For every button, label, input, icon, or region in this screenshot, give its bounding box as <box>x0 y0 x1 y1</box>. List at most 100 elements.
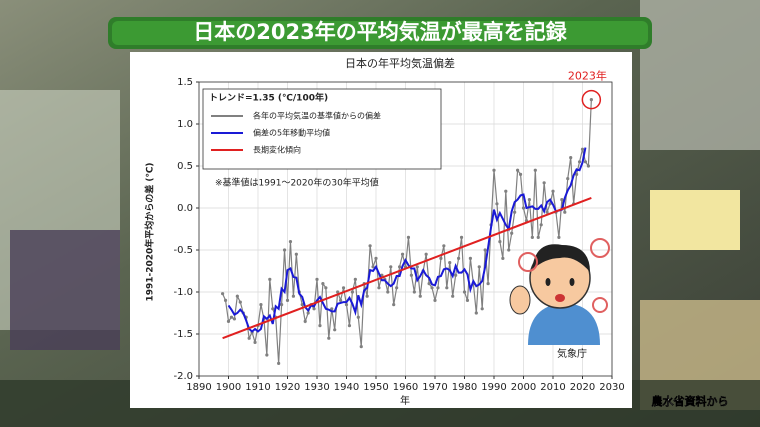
x-tick-label: 1930 <box>304 382 329 393</box>
data-point <box>392 303 396 307</box>
data-point <box>468 256 472 260</box>
data-point <box>365 294 369 298</box>
data-point <box>333 328 337 332</box>
legend-label: 偏差の5年移動平均値 <box>253 128 330 138</box>
data-point <box>324 286 328 290</box>
x-tick-label: 2000 <box>511 382 536 393</box>
data-point <box>330 307 334 311</box>
y-tick-label: 1.5 <box>177 77 193 88</box>
data-point <box>356 315 360 319</box>
data-point <box>459 235 464 239</box>
x-tick-label: 1960 <box>393 382 418 393</box>
data-point <box>465 298 470 302</box>
data-point <box>350 290 354 294</box>
data-point <box>268 277 272 281</box>
data-point <box>371 265 375 269</box>
data-point <box>409 273 413 277</box>
data-point <box>221 292 225 296</box>
data-point <box>300 303 304 307</box>
data-point <box>321 282 325 286</box>
data-point <box>398 265 402 269</box>
data-point <box>238 300 242 304</box>
data-point <box>288 240 293 244</box>
data-point <box>395 286 399 290</box>
data-point <box>580 147 585 151</box>
data-point <box>377 286 381 290</box>
data-point <box>448 261 452 265</box>
data-point <box>516 168 520 172</box>
data-point <box>548 202 552 206</box>
data-point <box>566 177 570 181</box>
data-point <box>306 311 310 315</box>
data-point <box>477 265 481 269</box>
data-point <box>285 298 290 302</box>
y-tick-label: 1.0 <box>177 119 193 130</box>
data-point <box>551 189 555 193</box>
data-point <box>492 168 496 172</box>
data-point <box>359 345 363 349</box>
data-point <box>527 198 532 202</box>
data-point <box>271 307 275 311</box>
data-point <box>386 290 390 294</box>
data-point <box>336 290 340 294</box>
x-tick-label: 1920 <box>275 382 300 393</box>
data-point <box>280 303 284 307</box>
data-point <box>412 290 416 294</box>
data-point <box>315 277 319 281</box>
data-point <box>577 160 582 164</box>
data-point <box>560 198 564 202</box>
y-tick-label: 0.0 <box>177 203 193 214</box>
produce-left <box>10 230 120 350</box>
data-point <box>539 223 543 227</box>
note: ※基準値は1991～2020年の30年平均値 <box>215 177 379 189</box>
shelf-right <box>640 0 760 150</box>
data-point <box>303 319 307 323</box>
plot: -2.0 -1.5 -1.0 -0.5 0.0 0.5 1.0 1.5 1890 1900 1910… <box>173 69 624 393</box>
legend-label: 長期変化傾向 <box>253 145 301 155</box>
steam <box>592 297 608 313</box>
data-point <box>530 235 534 239</box>
banner-title: 日本の2023年の平均気温が最高を記録 <box>193 20 567 44</box>
legend-box <box>202 88 442 170</box>
data-point <box>327 336 331 340</box>
x-tick-label: 1890 <box>186 382 211 393</box>
data-point <box>226 319 231 323</box>
data-point <box>232 317 236 321</box>
data-point <box>513 210 517 214</box>
data-point <box>374 256 378 260</box>
data-point <box>353 277 357 281</box>
series-line <box>222 99 592 364</box>
data-point <box>265 353 269 357</box>
y-tick-label: -1.0 <box>173 287 193 298</box>
data-point <box>462 290 467 294</box>
data-point <box>498 240 502 244</box>
data-point <box>545 210 549 214</box>
data-point <box>518 172 523 176</box>
data-point <box>451 294 455 298</box>
data-point <box>433 298 437 302</box>
data-point <box>282 248 287 252</box>
x-tick-label: 2020 <box>570 382 595 393</box>
data-point <box>442 244 446 248</box>
data-point <box>247 336 251 340</box>
hair <box>532 244 590 272</box>
data-point <box>406 235 411 239</box>
x-tick-label: 1990 <box>481 382 506 393</box>
y-axis-label: 1991-2020年平均からの差 (℃) <box>144 162 156 301</box>
data-point <box>575 172 579 176</box>
plot-frame <box>198 81 613 377</box>
shirt <box>528 303 600 345</box>
highlight-circle <box>581 89 602 110</box>
steam <box>590 238 610 258</box>
data-point <box>430 286 434 290</box>
data-point <box>563 210 567 214</box>
data-point <box>457 256 461 260</box>
data-point <box>480 307 484 311</box>
data-point <box>259 303 263 307</box>
data-point <box>504 189 508 193</box>
data-point <box>486 282 490 286</box>
data-point <box>483 248 487 252</box>
data-point <box>501 256 505 260</box>
data-point <box>536 235 540 239</box>
data-point <box>439 256 443 260</box>
